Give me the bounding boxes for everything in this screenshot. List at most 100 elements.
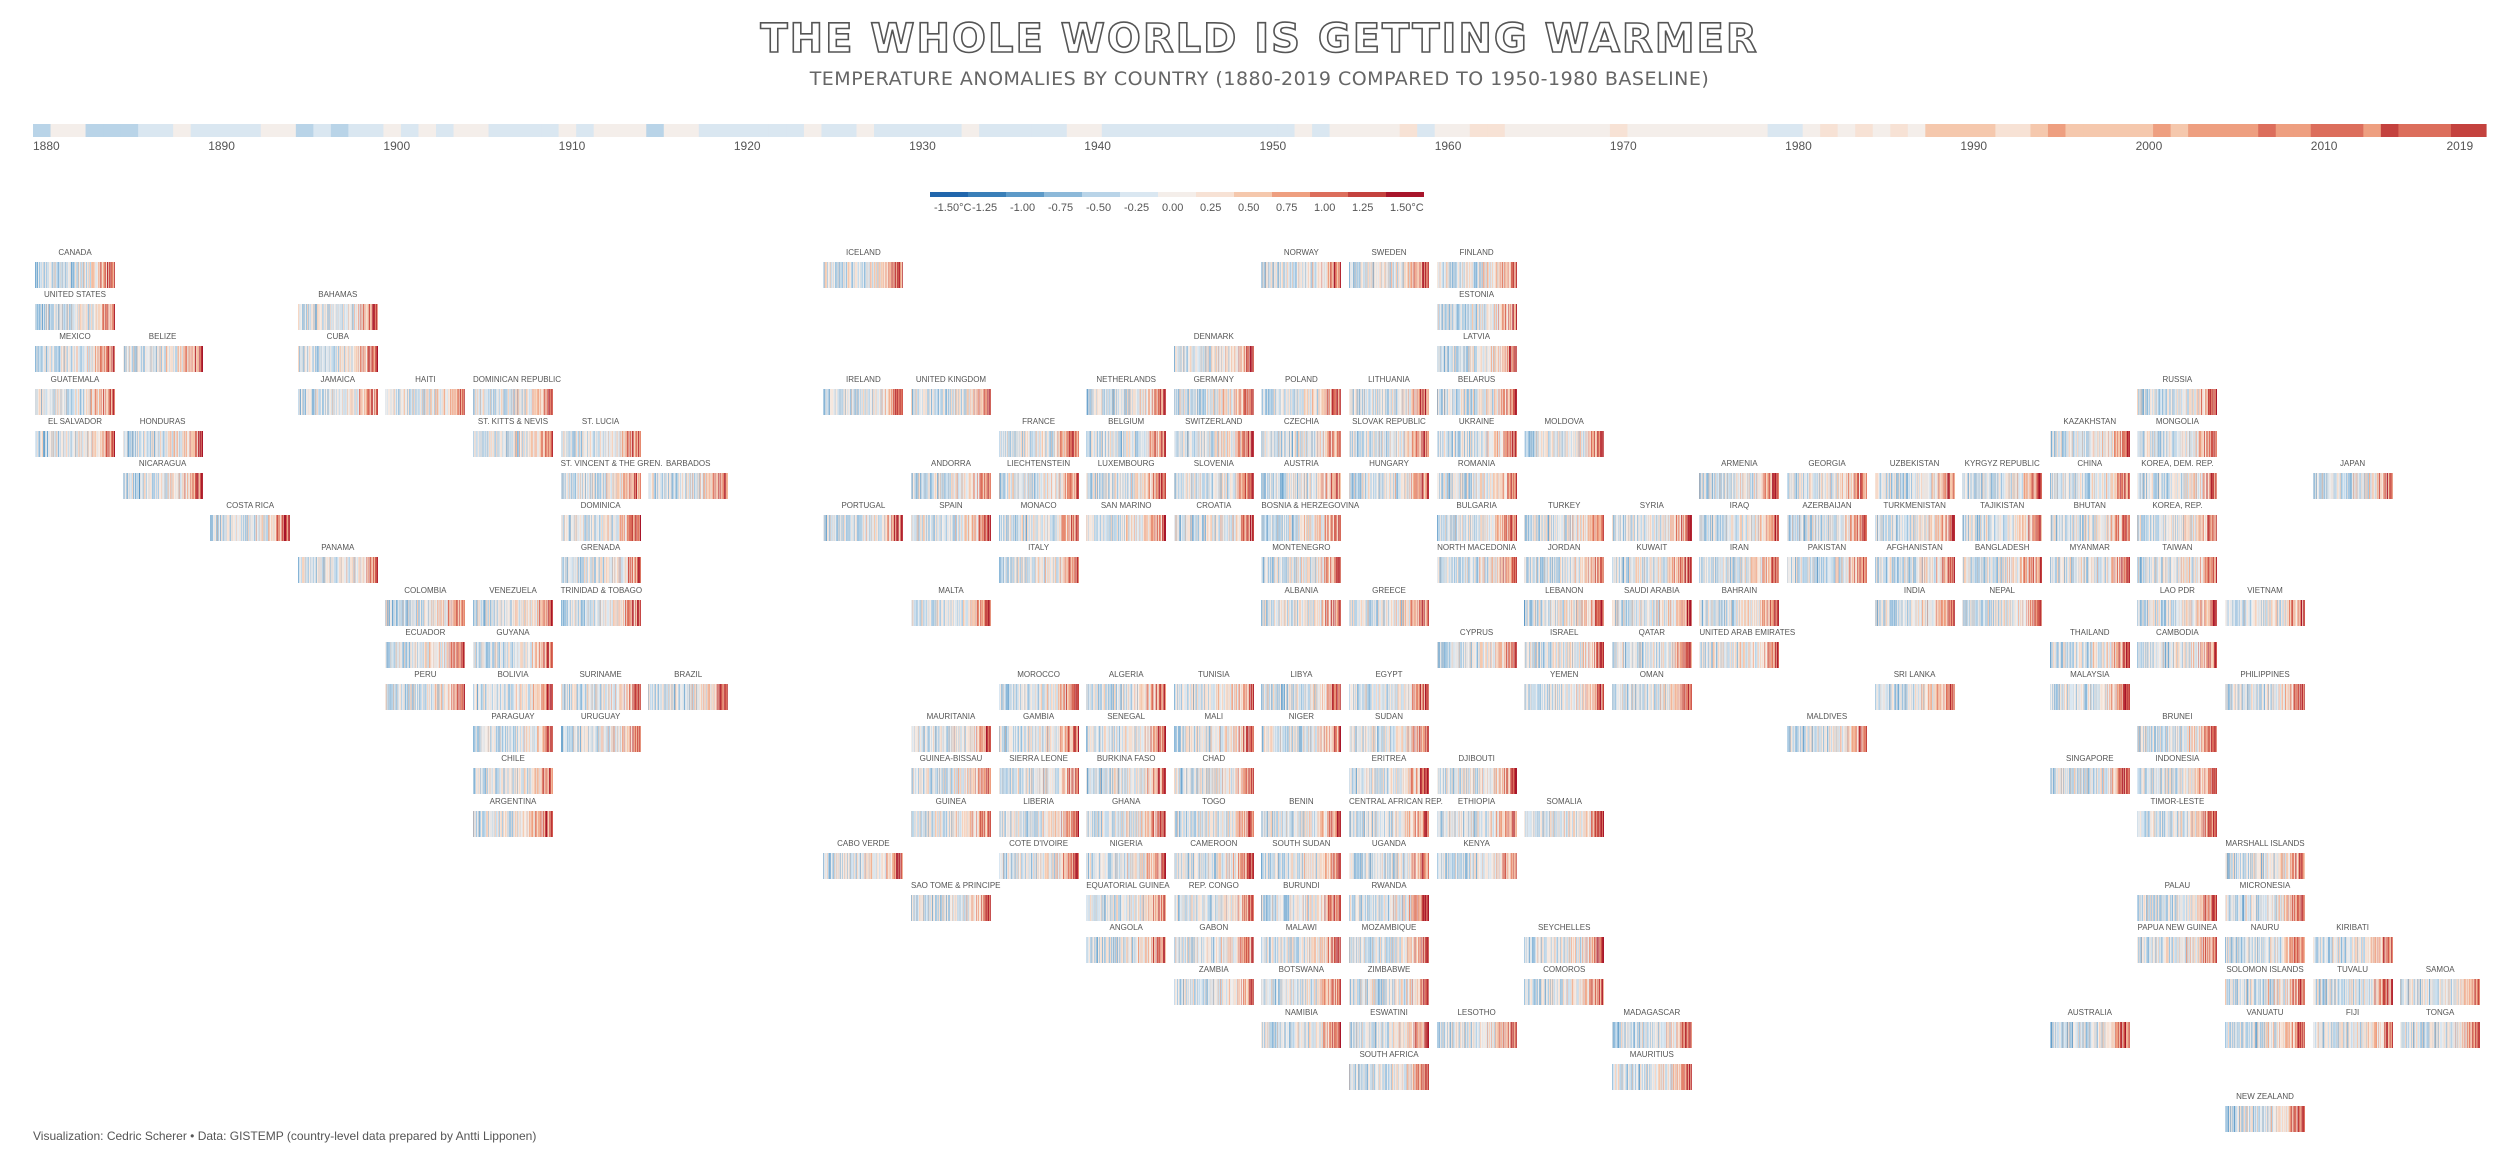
year-stripe [894, 388, 896, 415]
year-stripe [1193, 388, 1195, 415]
year-stripe [1474, 388, 1476, 415]
year-stripe [1358, 388, 1360, 415]
year-stripe [162, 430, 163, 457]
year-stripe [968, 388, 970, 415]
year-stripe [1301, 388, 1303, 415]
year-stripe [1023, 430, 1025, 457]
year-stripe [1457, 262, 1459, 288]
year-stripe [1502, 346, 1504, 373]
year-stripe [1505, 388, 1507, 415]
year-stripe [585, 430, 587, 457]
year-stripe [156, 430, 158, 457]
year-stripe [182, 430, 183, 457]
year-stripe [326, 388, 328, 415]
year-stripe [917, 388, 919, 415]
year-stripe [329, 304, 331, 331]
year-stripe [1225, 388, 1227, 415]
year-stripe [1223, 388, 1225, 415]
year-stripe [368, 304, 370, 331]
year-stripe [1184, 346, 1186, 373]
year-stripe [1369, 430, 1371, 457]
year-stripe [1505, 304, 1507, 331]
year-stripe [1192, 388, 1194, 415]
year-stripe [514, 430, 516, 457]
year-stripe [545, 430, 547, 457]
year-stripe [1305, 388, 1307, 415]
year-stripe [372, 304, 374, 331]
year-stripe [1503, 304, 1505, 331]
year-stripe [1513, 388, 1515, 415]
year-stripe [1215, 430, 1217, 457]
year-stripe [1261, 388, 1263, 415]
year-stripe [143, 346, 145, 373]
year-stripe [373, 388, 375, 415]
year-stripe [39, 262, 40, 288]
year-stripe [1502, 262, 1504, 288]
year-stripe [1355, 430, 1357, 457]
year-stripe [1291, 262, 1293, 288]
year-stripe [55, 304, 57, 331]
year-stripe [190, 430, 191, 457]
year-stripe [1496, 346, 1497, 373]
year-stripe [1163, 388, 1165, 415]
year-stripe [1301, 388, 1303, 415]
year-stripe [861, 388, 863, 415]
year-stripe [1362, 262, 1364, 288]
year-stripe [633, 430, 635, 457]
year-stripe [102, 262, 104, 288]
year-stripe [77, 430, 79, 457]
year-stripe [1204, 430, 1206, 457]
year-stripe [1324, 430, 1326, 457]
year-stripe [1267, 430, 1269, 457]
year-stripe [1136, 388, 1138, 415]
year-stripe [895, 388, 897, 415]
year-stripe [40, 388, 42, 415]
year-stripe [109, 388, 111, 415]
year-stripe [171, 430, 173, 457]
year-stripe [617, 430, 619, 457]
year-stripe [613, 430, 615, 457]
year-stripe [1142, 388, 1144, 415]
year-stripe [104, 262, 106, 288]
year-stripe [346, 346, 348, 373]
year-stripe [333, 346, 335, 373]
year-stripe [72, 430, 74, 457]
year-stripe [1296, 430, 1298, 457]
year-stripe [348, 304, 350, 331]
year-stripe [1310, 430, 1312, 457]
year-stripe [529, 430, 531, 457]
year-stripe [91, 262, 93, 288]
year-stripe [500, 430, 502, 457]
year-stripe [350, 346, 352, 373]
year-stripe [54, 262, 56, 288]
country-stripes [1261, 430, 1342, 457]
year-stripe [1114, 430, 1116, 457]
year-stripe [133, 430, 135, 457]
year-stripe [1018, 430, 1019, 457]
year-stripe [112, 262, 114, 288]
year-stripe [433, 388, 435, 415]
year-stripe [113, 304, 115, 331]
year-stripe [1198, 430, 1200, 457]
year-stripe [874, 388, 876, 415]
year-stripe [1491, 388, 1493, 415]
year-stripe [1452, 262, 1454, 288]
year-stripe [1515, 388, 1517, 415]
year-stripe [1309, 388, 1311, 415]
year-stripe [2196, 388, 2198, 415]
year-stripe [878, 388, 880, 415]
year-stripe [1475, 346, 1477, 373]
year-stripe [363, 346, 365, 373]
year-stripe [87, 304, 89, 331]
year-stripe [167, 430, 169, 457]
year-stripe [93, 430, 95, 457]
year-stripe [305, 304, 307, 331]
year-stripe [967, 388, 968, 415]
year-stripe [1282, 388, 1284, 415]
year-stripe [1226, 346, 1228, 373]
year-stripe [104, 388, 106, 415]
year-stripe [2166, 388, 2168, 415]
year-stripe [1278, 388, 1280, 415]
year-stripe [1229, 388, 1231, 415]
year-stripe [911, 388, 913, 415]
